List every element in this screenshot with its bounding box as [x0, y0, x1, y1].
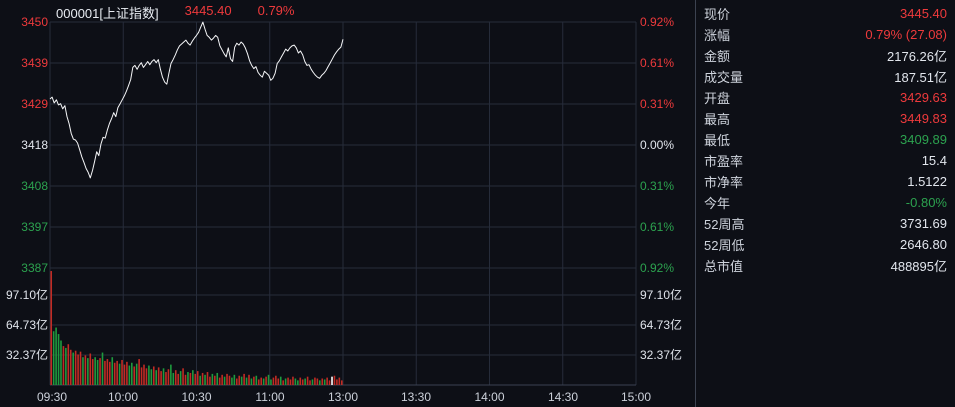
time-axis-label: 11:00: [255, 390, 285, 404]
percent-axis-label: 0.61%: [640, 56, 675, 70]
volume-axis-label: 32.37亿: [640, 348, 683, 362]
info-row-low: 最低 3409.89: [704, 132, 947, 148]
percent-axis-label: 0.31%: [640, 97, 675, 111]
info-row-volume: 成交量 187.51亿: [704, 70, 947, 85]
info-row-change: 涨幅 0.79% (27.08): [704, 27, 947, 43]
percent-axis-label: 0.31%: [640, 179, 675, 193]
percent-axis-label: 0.92%: [640, 261, 675, 275]
time-axis-label: 15:00: [620, 390, 652, 404]
price-axis-label: 3387: [21, 261, 48, 275]
panel-divider: [695, 0, 696, 407]
info-row-current-price: 现价 3445.40: [704, 6, 947, 22]
info-row-market-cap: 总市值 488895亿: [704, 259, 947, 274]
last-price: 3445.40: [184, 3, 232, 18]
info-row-pe-ratio: 市盈率 15.4: [704, 153, 947, 169]
price-axis-label: 3397: [21, 220, 48, 234]
volume-axis-label: 64.73亿: [5, 318, 48, 332]
info-row-52wk-high: 52周高 3731.69: [704, 216, 947, 232]
price-axis-label: 3418: [21, 138, 48, 152]
info-row-turnover: 金额 2176.26亿: [704, 49, 947, 64]
time-axis-label: 10:00: [107, 390, 139, 404]
volume-axis-label: 64.73亿: [640, 318, 683, 332]
time-axis-label: 13:00: [327, 390, 359, 404]
time-axis-label: 14:30: [547, 390, 579, 404]
percent-axis-label: 0.92%: [640, 15, 675, 29]
time-axis-label: 10:30: [181, 390, 212, 404]
price-axis-label: 3408: [21, 179, 48, 193]
volume-axis-label: 97.10亿: [640, 288, 683, 302]
info-row-pb-ratio: 市净率 1.5122: [704, 174, 947, 190]
change-percent: 0.79%: [257, 3, 295, 18]
price-axis-label: 3429: [21, 97, 48, 111]
price-axis-label: 3450: [21, 15, 48, 29]
time-axis-label: 13:30: [400, 390, 432, 404]
info-row-high: 最高 3449.83: [704, 111, 947, 127]
volume-axis-label: 97.10亿: [5, 288, 48, 302]
info-row-open: 开盘 3429.63: [704, 90, 947, 106]
percent-axis-label: 0.61%: [640, 220, 675, 234]
info-row-52wk-low: 52周低 2646.80: [704, 237, 947, 253]
volume-axis-label: 32.37亿: [5, 348, 48, 362]
price-axis-label: 3439: [21, 56, 48, 70]
chart-header: 000001[上证指数] 3445.40 0.79%: [56, 3, 294, 22]
symbol-title: 000001[上证指数]: [56, 6, 159, 21]
time-axis-label: 14:00: [474, 390, 505, 404]
percent-axis-label: 0.00%: [640, 138, 675, 152]
info-row-ytd: 今年 -0.80%: [704, 195, 947, 211]
time-axis-label: 09:30: [36, 390, 68, 404]
quote-info-panel: 现价 3445.40 涨幅 0.79% (27.08) 金额 2176.26亿 …: [696, 3, 955, 276]
